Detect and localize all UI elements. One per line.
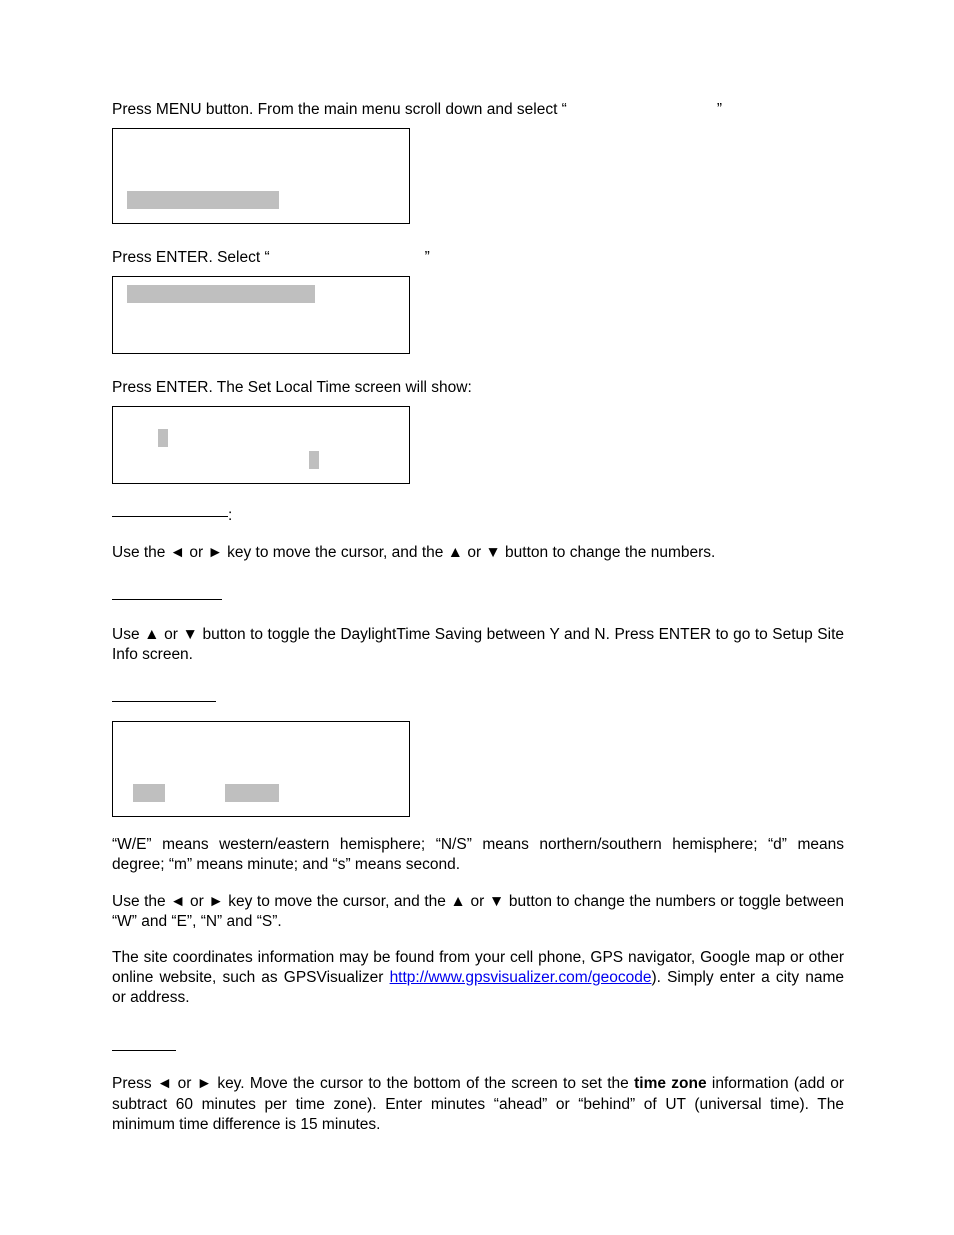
gpsvisualizer-link[interactable]: http://www.gpsvisualizer.com/geocode — [390, 969, 652, 986]
highlight-bar — [133, 784, 165, 802]
screen-box-2 — [112, 276, 410, 354]
section-heading-site — [112, 687, 844, 711]
paragraph-cursor-keys-2: Use the ◄ or ► key to move the cursor, a… — [112, 892, 844, 932]
highlight-bar — [225, 784, 279, 802]
text-run: ” — [717, 101, 722, 118]
colon: : — [228, 507, 232, 524]
paragraph-dst: Use ▲ or ▼ button to toggle the Daylight… — [112, 625, 844, 665]
paragraph-timezone: Press ◄ or ► key. Move the cursor to the… — [112, 1074, 844, 1134]
paragraph-hemisphere-legend: “W/E” means western/eastern hemisphere; … — [112, 835, 844, 875]
underline — [112, 687, 216, 702]
underline — [112, 1036, 176, 1051]
highlight-bar — [309, 451, 319, 469]
highlight-bar — [127, 285, 315, 303]
screen-box-3 — [112, 406, 410, 484]
highlight-bar — [158, 429, 168, 447]
screen-box-4 — [112, 721, 410, 817]
screen-box-1 — [112, 128, 410, 224]
spacer — [112, 940, 844, 948]
spacer — [112, 884, 844, 892]
paragraph-gps-source: The site coordinates information may be … — [112, 948, 844, 1008]
spacer — [112, 571, 844, 585]
spacer — [112, 1016, 844, 1036]
paragraph-enter-select: Press ENTER. Select “ ” — [112, 248, 844, 268]
section-heading-dst — [112, 585, 844, 609]
text-run: ” — [425, 249, 430, 266]
text-run: Press MENU button. From the main menu sc… — [112, 101, 567, 118]
section-heading-local-time: : — [112, 502, 844, 526]
spacer — [112, 673, 844, 687]
text-run: Press ENTER. Select “ — [112, 249, 270, 266]
page: Press MENU button. From the main menu sc… — [0, 0, 954, 1235]
paragraph-cursor-keys-1: Use the ◄ or ► key to move the cursor, a… — [112, 543, 844, 563]
underline — [112, 502, 228, 517]
paragraph-set-local-time: Press ENTER. The Set Local Time screen w… — [112, 378, 844, 398]
paragraph-menu-intro: Press MENU button. From the main menu sc… — [112, 100, 844, 120]
text-run: Press ◄ or ► key. Move the cursor to the… — [112, 1075, 634, 1092]
highlight-bar — [127, 191, 279, 209]
bold-timezone: time zone — [634, 1075, 706, 1092]
section-heading-timezone — [112, 1036, 844, 1060]
underline — [112, 585, 222, 600]
